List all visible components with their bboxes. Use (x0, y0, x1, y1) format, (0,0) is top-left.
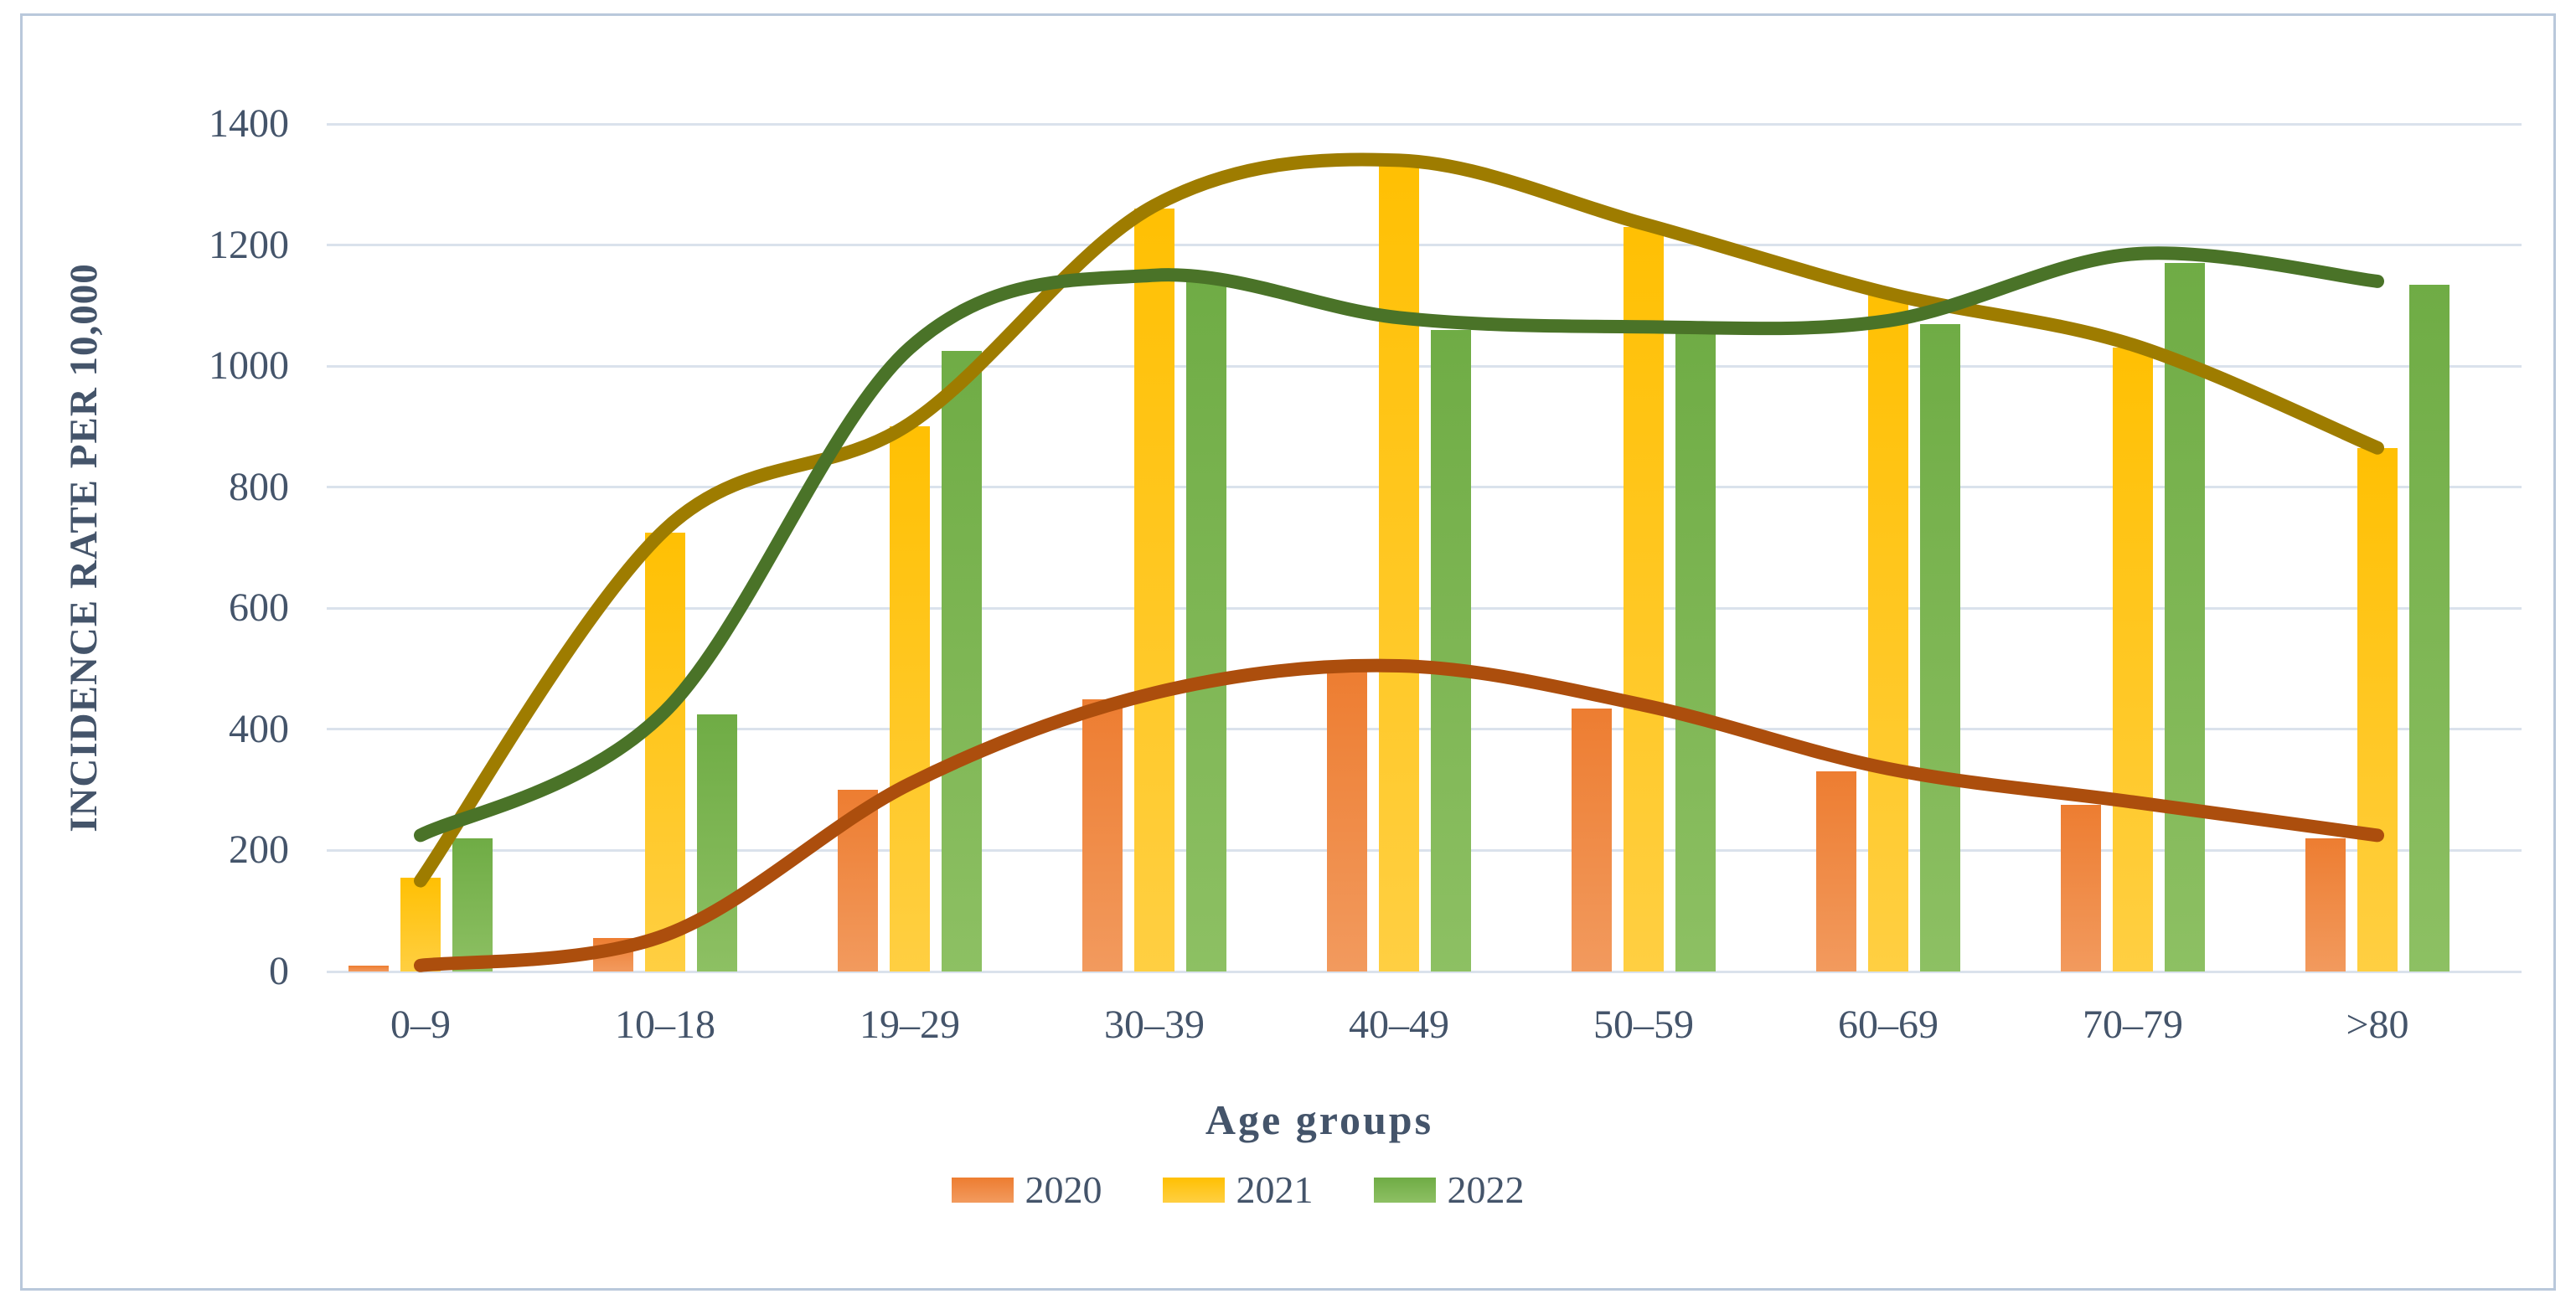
legend-label-2021: 2021 (1236, 1168, 1314, 1211)
gridline-1200 (327, 244, 2522, 247)
bar-2022-0–9 (452, 838, 493, 972)
bar-2021-19–29 (890, 426, 930, 972)
bar-2021-0–9 (400, 877, 441, 972)
y-tick-label-1200: 1200 (209, 222, 289, 267)
gridline-600 (327, 606, 2522, 610)
trend-line-2022 (414, 246, 2384, 843)
bar-2020-70–79 (2061, 805, 2101, 972)
gridline-1000 (327, 364, 2522, 368)
legend-swatch-2022 (1373, 1178, 1436, 1203)
y-tick-label-1000: 1000 (209, 343, 289, 389)
bar-2022-19–29 (942, 351, 982, 972)
legend-swatch-2020 (951, 1178, 1014, 1203)
bar-2021-10–18 (645, 532, 685, 972)
gridline-0 (327, 970, 2522, 973)
y-tick-label-800: 800 (229, 464, 289, 509)
y-tick-label-200: 200 (229, 827, 289, 873)
bar-2020-60–69 (1816, 771, 1856, 972)
bar-2022-60–69 (1920, 323, 1960, 972)
bar-2021->80 (2357, 447, 2398, 972)
bar-2021-40–49 (1379, 162, 1419, 972)
gridline-400 (327, 728, 2522, 731)
bar-2022-30–39 (1186, 278, 1226, 972)
legend-item-2022: 2022 (1373, 1168, 1525, 1211)
bar-2020-50–59 (1572, 708, 1612, 972)
y-tick-label-400: 400 (229, 706, 289, 751)
bar-2022->80 (2409, 284, 2450, 972)
y-tick-label-0: 0 (269, 949, 289, 993)
y-tick-label-600: 600 (229, 585, 289, 631)
x-tick-label-19–29: 19–29 (860, 1002, 960, 1047)
x-tick-label-60–69: 60–69 (1838, 1002, 1938, 1047)
legend-swatch-2021 (1162, 1178, 1225, 1203)
gridline-800 (327, 486, 2522, 489)
trend-line-2021 (414, 152, 2384, 888)
bar-2022-50–59 (1675, 329, 1716, 972)
bar-2022-40–49 (1431, 329, 1471, 972)
legend-item-2021: 2021 (1162, 1168, 1314, 1211)
bar-2020-0–9 (348, 965, 389, 972)
x-tick-label-0–9: 0–9 (390, 1002, 451, 1047)
legend-label-2020: 2020 (1025, 1168, 1102, 1211)
gridline-1400 (327, 122, 2522, 126)
x-tick-label-70–79: 70–79 (2083, 1002, 2183, 1047)
bar-2020->80 (2305, 838, 2346, 972)
trend-line-2020 (414, 658, 2384, 972)
y-tick-label-1400: 1400 (209, 101, 289, 146)
x-tick-label-50–59: 50–59 (1593, 1002, 1694, 1047)
bar-2021-60–69 (1868, 293, 1908, 972)
gridline-200 (327, 848, 2522, 852)
x-tick-label-30–39: 30–39 (1104, 1002, 1205, 1047)
x-tick-label-10–18: 10–18 (615, 1002, 715, 1047)
legend-label-2022: 2022 (1447, 1168, 1525, 1211)
bar-2022-70–79 (2165, 263, 2205, 972)
legend-item-2020: 2020 (951, 1168, 1102, 1211)
bar-2021-70–79 (2113, 348, 2153, 972)
bar-2020-40–49 (1327, 668, 1367, 972)
x-tick-label-40–49: 40–49 (1349, 1002, 1449, 1047)
legend: 2020 2021 2022 (0, 1171, 2475, 1209)
x-tick-label->80: >80 (2346, 1002, 2409, 1047)
bar-2020-30–39 (1082, 698, 1123, 972)
x-axis-title: Age groups (1205, 1096, 1434, 1143)
bar-2021-30–39 (1134, 209, 1174, 972)
bar-2022-10–18 (697, 714, 737, 972)
bar-2021-50–59 (1624, 226, 1664, 972)
